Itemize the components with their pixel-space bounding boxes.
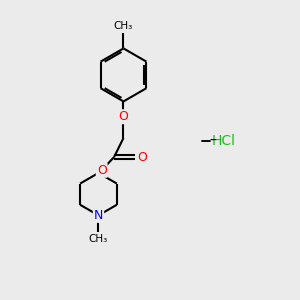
Text: O: O <box>118 110 128 123</box>
Text: CH₃: CH₃ <box>114 21 133 31</box>
Text: O: O <box>137 151 147 164</box>
Text: O: O <box>97 164 106 177</box>
Text: HCl: HCl <box>212 134 236 148</box>
Text: N: N <box>94 209 103 222</box>
Text: CH₃: CH₃ <box>89 234 108 244</box>
Text: –: – <box>210 134 217 148</box>
